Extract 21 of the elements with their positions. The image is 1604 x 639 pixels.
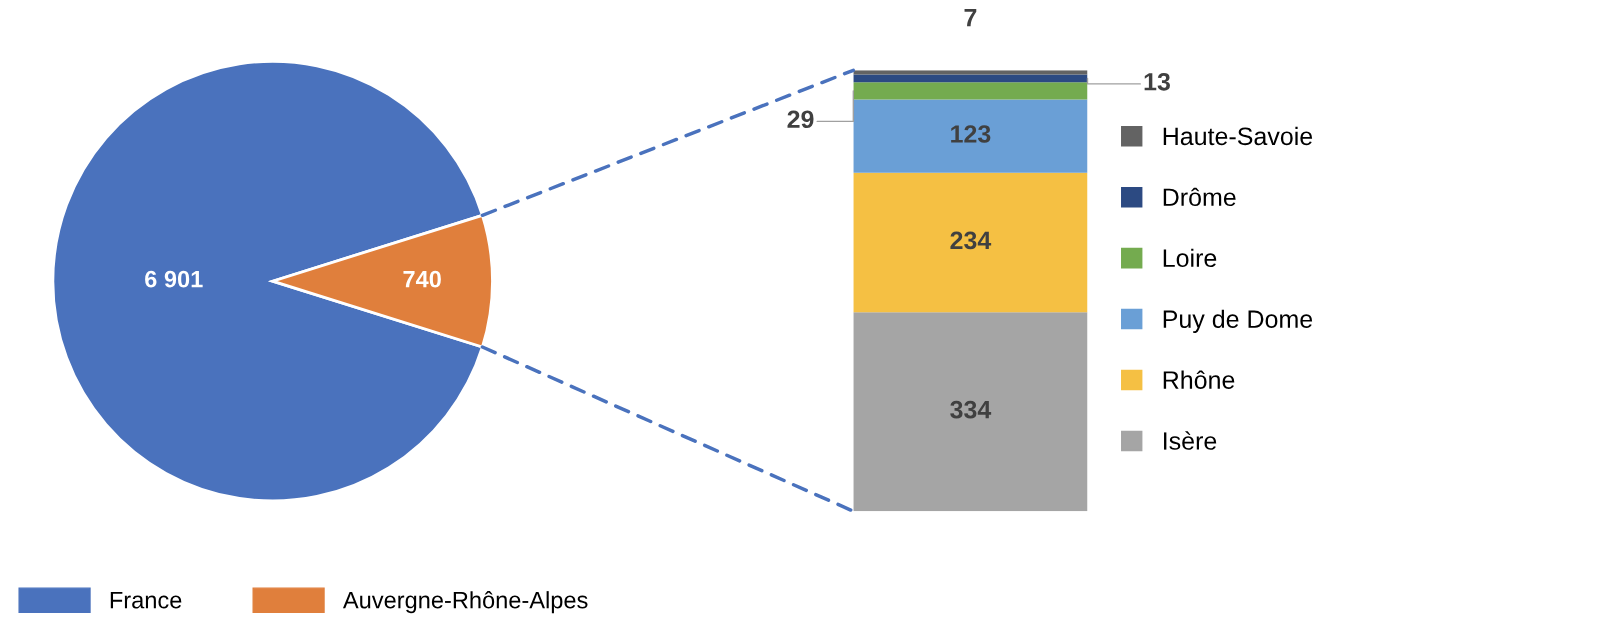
data-label: 123 <box>951 125 991 143</box>
legend-label: Auvergne-Rhône-Alpes <box>342 591 588 614</box>
data-label: 6 901 <box>145 270 203 288</box>
legend-label: Puy de Dome <box>1163 309 1313 333</box>
bar <box>853 82 1088 100</box>
bar <box>853 172 1088 313</box>
bar <box>853 74 1088 83</box>
legend-label: Isère <box>1164 431 1217 450</box>
data-label: 13 <box>1144 72 1170 91</box>
bar <box>853 99 1088 173</box>
data-label: 7 <box>964 9 977 27</box>
data-label: 29 <box>787 110 814 129</box>
legend-label: Rhône <box>1163 370 1235 389</box>
data-label: 334 <box>950 400 992 419</box>
data-label: 740 <box>403 270 441 288</box>
bar <box>853 312 1088 512</box>
legend-label: Loire <box>1163 248 1217 268</box>
data-label: 234 <box>950 231 992 250</box>
legend-label: France <box>110 592 182 609</box>
legend-label: Haute-Savoie <box>1163 126 1313 146</box>
legend-label: Drôme <box>1163 187 1236 207</box>
